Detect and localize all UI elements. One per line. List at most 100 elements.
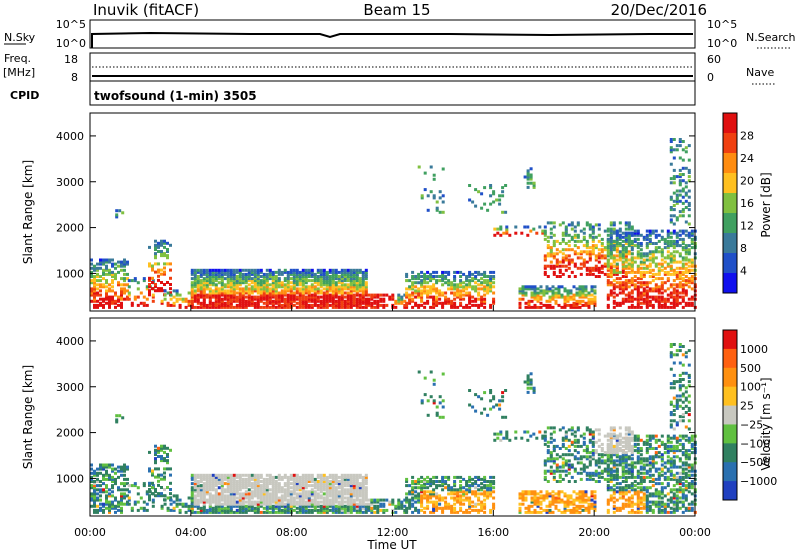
echo-cell (477, 283, 480, 286)
echo-cell (166, 242, 169, 245)
echo-cell (317, 509, 320, 512)
echo-cell (188, 497, 191, 500)
echo-cell (465, 509, 468, 512)
echo-cell (577, 252, 580, 255)
echo-cell (547, 449, 550, 452)
nsky-tick-low: 10^0 (56, 37, 86, 50)
station-title: Inuvik (fitACF) (93, 1, 199, 19)
echo-cell (580, 250, 583, 253)
echo-cell (405, 287, 408, 290)
echo-cell (123, 287, 126, 290)
echo-cell (471, 201, 474, 204)
echo-cell (643, 236, 646, 239)
echo-cell (531, 306, 534, 309)
echo-cell (574, 263, 577, 266)
echo-cell (688, 175, 691, 178)
echo-cell (117, 281, 120, 284)
echo-cell (595, 223, 598, 226)
echo-cell (670, 302, 673, 305)
echo-cell (102, 503, 105, 506)
echo-cell (664, 246, 667, 249)
echo-cell (224, 302, 227, 305)
echo-cell (565, 254, 568, 257)
echo-cell (676, 216, 679, 219)
echo-cell (278, 292, 281, 295)
echo-cell (426, 289, 429, 292)
echo-cell (405, 302, 408, 305)
echo-cell (537, 306, 540, 309)
echo-cell (586, 267, 589, 270)
echo-cell (420, 271, 423, 274)
echo-cell (432, 283, 435, 286)
echo-cell (514, 226, 517, 229)
echo-cell (281, 281, 284, 284)
echo-cell (284, 482, 287, 485)
echo-cell (598, 261, 601, 264)
echo-cell (254, 302, 257, 305)
echo-cell (260, 269, 263, 272)
echo-cell (320, 494, 323, 497)
echo-cell (394, 300, 397, 303)
echo-cell (420, 304, 423, 307)
echo-cell (212, 474, 215, 477)
echo-cell (544, 265, 547, 268)
echo-cell (224, 494, 227, 497)
echo-cell (93, 265, 96, 268)
echo-cell (96, 472, 99, 475)
echo-cell (188, 505, 191, 508)
echo-cell (388, 501, 391, 504)
echo-cell (121, 416, 124, 419)
echo-cell (365, 281, 368, 284)
echo-cell (418, 371, 421, 374)
echo-cell (423, 302, 426, 305)
echo-cell (323, 269, 326, 272)
echo-cell (598, 223, 601, 226)
echo-cell (495, 199, 498, 202)
echo-cell (154, 271, 157, 274)
echo-cell (679, 157, 682, 160)
echo-cell (197, 275, 200, 278)
echo-cell (224, 482, 227, 485)
echo-cell (453, 497, 456, 500)
echo-cell (359, 482, 362, 485)
echo-cell (496, 437, 499, 440)
echo-cell (538, 431, 541, 434)
echo-cell (628, 259, 631, 262)
echo-cell (634, 261, 637, 264)
echo-cell (574, 250, 577, 253)
echo-cell (474, 410, 477, 413)
echo-cell (353, 474, 356, 477)
echo-cell (236, 497, 239, 500)
echo-cell (544, 254, 547, 257)
echo-cell (284, 503, 287, 506)
echo-cell (427, 209, 430, 212)
echo-cell (540, 501, 543, 504)
echo-cell (114, 273, 117, 276)
echo-cell (462, 511, 465, 514)
echo-cell (444, 296, 447, 299)
echo-cell (468, 511, 471, 514)
echo-cell (435, 271, 438, 274)
echo-cell (99, 484, 102, 487)
echo-cell (547, 441, 550, 444)
echo-cell (682, 214, 685, 217)
echo-cell (163, 271, 166, 274)
echo-cell (221, 269, 224, 272)
echo-cell (670, 252, 673, 255)
echo-cell (552, 494, 555, 497)
echo-cell (579, 285, 582, 288)
echo-cell (176, 494, 179, 497)
echo-cell (667, 240, 670, 243)
echo-cell (670, 196, 673, 199)
echo-cell (194, 474, 197, 477)
echo-cell (385, 509, 388, 512)
echo-cell (105, 478, 108, 481)
echo-cell (691, 238, 694, 241)
echo-cell (167, 507, 170, 510)
echo-cell (547, 252, 550, 255)
colorbar-tick-label: 20 (740, 175, 754, 188)
echo-cell (465, 497, 468, 500)
echo-cell (555, 300, 558, 303)
echo-cell (157, 467, 160, 470)
echo-cell (474, 480, 477, 483)
